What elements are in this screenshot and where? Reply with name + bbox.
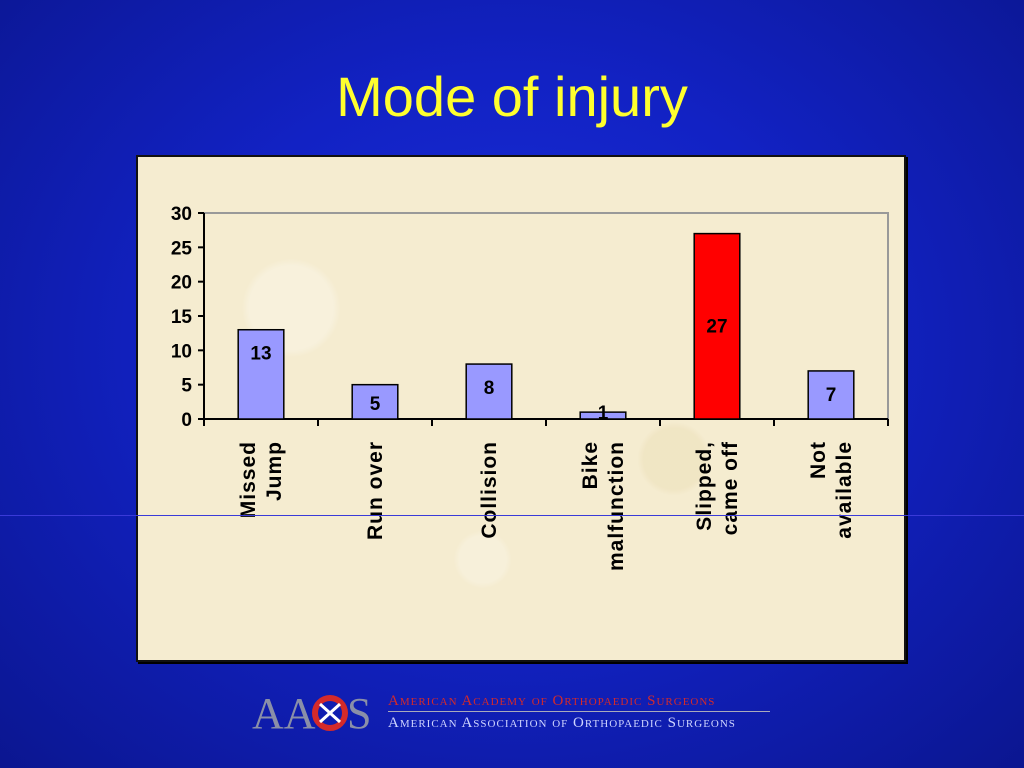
plot-frame xyxy=(204,212,889,419)
org-name-secondary: American Association of Orthopaedic Surg… xyxy=(388,715,736,731)
slide-title: Mode of injury xyxy=(336,65,688,128)
data-label: 8 xyxy=(484,378,495,399)
bar xyxy=(693,232,741,420)
chart-bars xyxy=(237,232,855,420)
y-tick-label: 30 xyxy=(171,204,192,225)
bar xyxy=(579,411,627,420)
y-tick-label: 10 xyxy=(171,341,192,362)
data-label: 5 xyxy=(370,394,381,415)
category-label: malfunction xyxy=(605,441,628,571)
category-label: Collision xyxy=(478,441,501,539)
category-label: Not xyxy=(807,441,830,479)
bar-chart: 0 5 10 15 20 25 30 13 Missed Jump 5 Run over 8 Collis… xyxy=(171,204,889,571)
category-label: Missed xyxy=(237,441,260,518)
y-tick-label: 25 xyxy=(171,238,193,259)
chart-panel: 0 5 10 15 20 25 30 13 Missed Jump 5 Run over 8 Collis… xyxy=(136,155,906,662)
data-label: 1 xyxy=(598,403,609,424)
y-tick-label: 15 xyxy=(171,307,193,328)
bar xyxy=(465,363,513,420)
chart-labels: 0 5 10 15 20 25 30 13 Missed Jump 5 Run over 8 Collis… xyxy=(171,204,856,571)
logo-rule xyxy=(388,711,770,712)
aaos-logo: AA S xyxy=(252,690,371,734)
slide-divider xyxy=(0,515,1024,516)
chart-axes xyxy=(198,212,889,426)
category-label: Run over xyxy=(364,441,387,540)
y-tick-label: 20 xyxy=(171,273,192,294)
y-tick-label: 0 xyxy=(181,410,192,431)
data-label: 13 xyxy=(250,344,271,365)
svg-text:AA: AA xyxy=(252,690,316,734)
org-name-primary: American Academy of Orthopaedic Surgeons xyxy=(388,693,716,709)
category-label: available xyxy=(833,441,856,539)
y-tick-label: 5 xyxy=(181,376,192,397)
bar xyxy=(807,370,855,420)
category-label: Bike xyxy=(579,441,602,489)
data-label: 27 xyxy=(706,317,727,338)
category-label: Slipped, xyxy=(693,441,716,531)
bar xyxy=(351,383,399,420)
svg-text:S: S xyxy=(347,690,371,734)
bar xyxy=(237,328,285,420)
category-label: came off xyxy=(719,441,742,535)
data-label: 7 xyxy=(826,385,837,406)
category-label: Jump xyxy=(263,441,286,501)
